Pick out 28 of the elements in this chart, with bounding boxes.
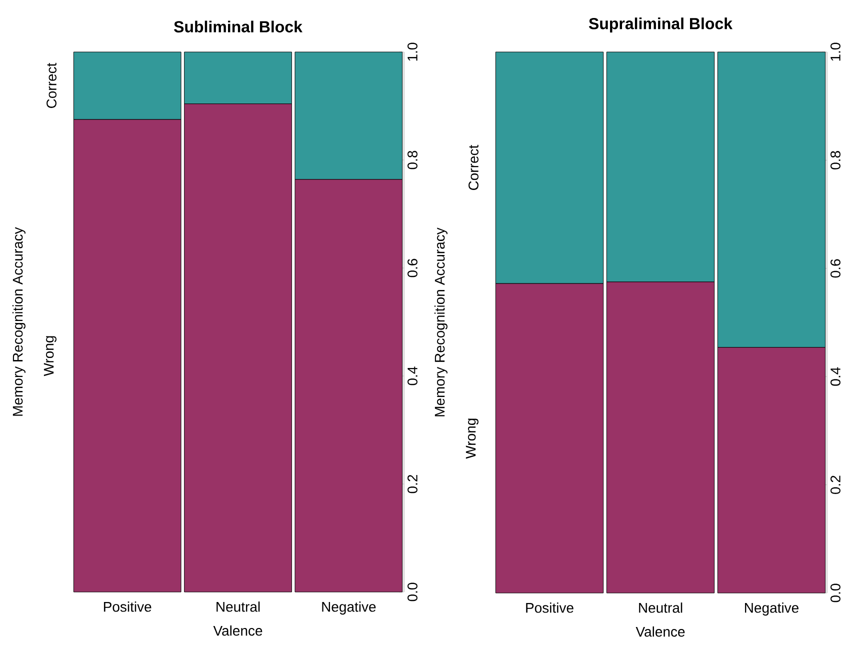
y-tick-label: 1.0 xyxy=(830,42,840,61)
text: Wrong xyxy=(466,418,478,459)
x-tick-label: Positive xyxy=(104,602,152,612)
y-tick-label: 0.0 xyxy=(830,584,840,602)
x-axis-title: Valence xyxy=(213,625,262,636)
text: Correct xyxy=(46,62,56,108)
x-tick-label: Negative xyxy=(745,602,798,616)
x-axis-title: Valence xyxy=(636,626,685,637)
y-tick-label: 0.4 xyxy=(830,367,840,386)
y-tick-label: 0.2 xyxy=(408,474,418,494)
chart-title: Supraliminal Block xyxy=(588,18,733,32)
y-axis-title: Memory Recognition Accuracy xyxy=(12,227,26,416)
y-tick-label: 0.6 xyxy=(408,258,418,278)
text: Wrong xyxy=(44,336,56,376)
y-tick-label: 0.2 xyxy=(830,476,840,494)
y-tick-label: 0.0 xyxy=(408,582,418,602)
y-tick-label: 1.0 xyxy=(408,42,418,61)
y-axis-title: Memory Recognition Accuracy xyxy=(434,228,448,416)
y-tick-label: 0.4 xyxy=(408,366,418,386)
y-tick-label: 0.8 xyxy=(408,150,418,170)
x-tick-label: Neutral xyxy=(216,602,260,612)
x-tick-label: Positive xyxy=(526,602,574,613)
text: Correct xyxy=(468,144,478,190)
y-tick-label: 0.8 xyxy=(830,151,840,170)
x-tick-label: Negative xyxy=(322,602,376,615)
chart-title: Subliminal Block xyxy=(174,20,302,32)
x-tick-label: Neutral xyxy=(639,602,682,613)
y-tick-label: 0.6 xyxy=(830,259,840,278)
